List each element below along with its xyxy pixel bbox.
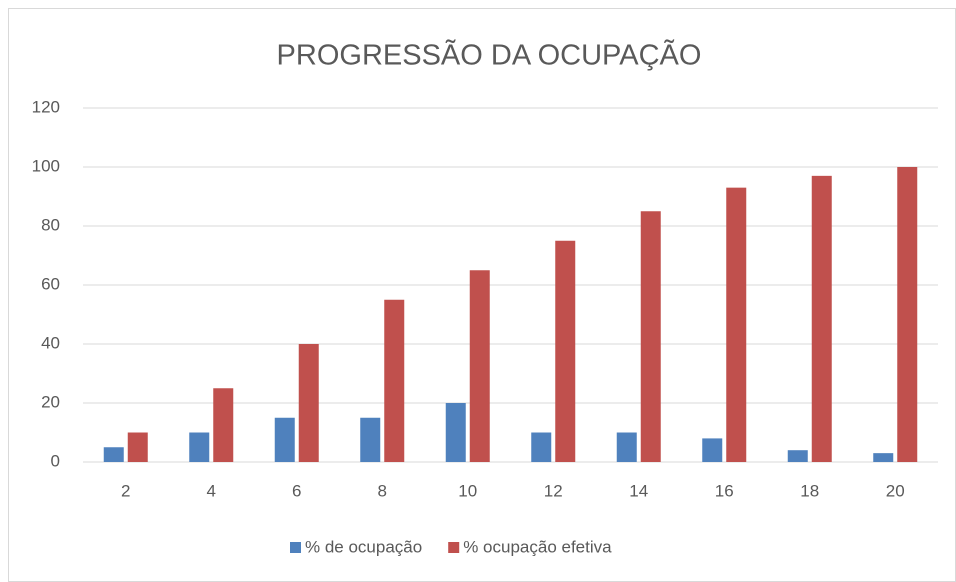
y-tick-label: 40 xyxy=(41,333,60,352)
x-tick-label: 4 xyxy=(207,481,216,500)
x-tick-label: 8 xyxy=(378,481,387,500)
bar xyxy=(787,450,808,462)
bar xyxy=(274,417,295,462)
x-tick-label: 6 xyxy=(292,481,301,500)
y-tick-label: 0 xyxy=(51,451,60,470)
bar xyxy=(469,270,490,462)
x-tick-label: 12 xyxy=(544,481,563,500)
x-tick-label: 10 xyxy=(458,481,477,500)
x-tick-label: 2 xyxy=(121,481,130,500)
legend-label: % de ocupação xyxy=(305,537,422,556)
bar xyxy=(726,187,747,462)
bar xyxy=(360,417,381,462)
bar xyxy=(189,432,210,462)
x-tick-label: 18 xyxy=(800,481,819,500)
y-tick-label: 20 xyxy=(41,392,60,411)
bar xyxy=(531,432,552,462)
bar xyxy=(640,211,661,462)
legend-swatch xyxy=(448,542,460,553)
x-tick-label: 20 xyxy=(886,481,905,500)
bar xyxy=(811,175,832,462)
bar xyxy=(555,240,576,462)
bar xyxy=(384,299,405,462)
bar xyxy=(702,438,723,462)
bar xyxy=(445,403,466,462)
bar xyxy=(127,432,148,462)
bar xyxy=(103,447,124,462)
y-tick-label: 80 xyxy=(41,215,60,234)
x-tick-label: 14 xyxy=(629,481,648,500)
bar xyxy=(213,388,234,462)
x-tick-label: 16 xyxy=(715,481,734,500)
bar xyxy=(897,167,918,462)
bar xyxy=(616,432,637,462)
bar xyxy=(873,453,894,462)
y-tick-label: 60 xyxy=(41,274,60,293)
y-tick-label: 100 xyxy=(32,156,60,175)
y-tick-label: 120 xyxy=(32,97,60,116)
legend-label: % ocupação efetiva xyxy=(463,537,612,556)
bar xyxy=(298,344,319,462)
chart-title: PROGRESSÃO DA OCUPAÇÃO xyxy=(277,38,702,72)
legend-swatch xyxy=(290,542,301,553)
